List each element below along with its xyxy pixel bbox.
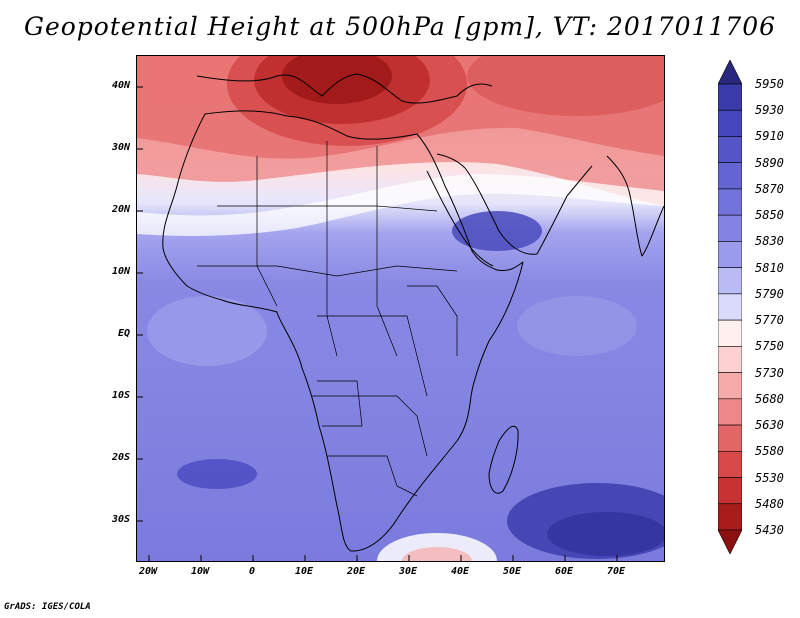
colorbar-level-label: 5770 [755,313,784,328]
colorbar-level-label: 5810 [755,260,784,275]
colorbar-block [718,162,742,190]
field-high-south-atlantic [177,459,257,489]
colorbar-block [718,188,742,216]
border-vertical-east [376,146,398,357]
border-vertical-west [256,156,278,307]
field-lobe-arabian-sea [517,296,637,356]
colorbar-block [718,109,742,137]
border-sahara-north [217,205,438,212]
lon-label-30e: 30E [398,566,418,577]
lon-label-50e: 50E [502,566,522,577]
lat-label-20n: 20N [111,204,130,215]
border-angola [317,380,363,427]
india-coastline [606,155,664,257]
field-trough-southern-ocean-core [402,547,472,561]
lon-label-10w: 10W [190,566,210,577]
lon-label-40e: 40E [450,566,470,577]
border-south-africa [327,455,418,497]
colorbar-block [718,214,742,242]
colorbar-level-label: 5910 [755,129,784,144]
lat-label-10n: 10N [111,266,130,277]
geopotential-map-svg [137,56,664,561]
red-sea-coastline [426,170,494,267]
colorbar-block [718,477,742,505]
colorbar-level-label: 5930 [755,103,784,118]
map-title: Geopotential Height at 500hPa [gpm], VT:… [23,12,777,41]
arabia-coastline [436,153,593,255]
colorbar [718,60,742,554]
field-trough-asia [467,56,664,116]
colorbar-block [718,241,742,268]
colorbar-level-label: 5430 [755,523,784,537]
lat-label-40n: 40N [111,80,130,91]
colorbar-level-label: 5630 [755,418,784,433]
field-trough-center [282,56,392,104]
colorbar-level-label: 5850 [755,208,784,223]
lon-label-0: 0 [248,566,256,577]
europe-coastline [196,73,493,104]
field-high-indian-ocean-core [547,512,664,556]
colorbar-level-label: 5750 [755,339,784,354]
lat-label-eq: EQ [117,328,130,339]
field-lobe-gulf-guinea [147,296,267,366]
colorbar-block [718,424,742,452]
lat-label-30s: 30S [111,514,130,525]
border-sahel [197,265,458,277]
colorbar-block [718,319,742,347]
colorbar-top-arrow [718,60,742,85]
lon-label-60e: 60E [554,566,574,577]
map-canvas [136,55,665,562]
field-contour-5770 [137,174,664,236]
colorbar-level-label: 5730 [755,365,784,380]
lat-label-10s: 10S [111,390,130,401]
africa-coastline [162,110,524,552]
field-high-arabia [452,211,542,251]
lat-label-30n: 30N [111,142,130,153]
colorbar-level-label: 5830 [755,234,784,249]
colorbar-level-label: 5480 [755,496,784,511]
colorbar-level-label: 5530 [755,470,784,485]
border-central [317,315,428,397]
colorbar-block [718,398,742,426]
colorbar-level-label: 5950 [755,77,784,91]
colorbar-level-label: 5680 [755,391,784,406]
colorbar-block [718,136,742,164]
lat-label-20s: 20S [111,452,130,463]
colorbar-block [718,346,742,373]
colorbar-block [718,267,742,295]
border-east [407,285,458,356]
colorbar-level-label: 5890 [755,155,784,170]
colorbar-blocks [718,83,742,531]
colorbar-block [718,503,742,531]
colorbar-level-label: 5790 [755,286,784,301]
lon-label-10e: 10E [294,566,314,577]
colorbar-block [718,83,742,111]
colorbar-block [718,293,742,321]
lon-label-70e: 70E [606,566,626,577]
colorbar-block [718,372,742,400]
border-southern [312,395,428,457]
colorbar-bottom-arrow [718,529,742,554]
madagascar-coastline [488,425,519,494]
colorbar-level-label: 5580 [755,444,784,459]
colorbar-block [718,450,742,478]
lon-label-20e: 20E [346,566,366,577]
map-frame-ticks [137,86,618,561]
lon-label-20w: 20W [138,566,158,577]
grads-credit: GrADS: IGES/COLA [4,602,91,612]
colorbar-level-label: 5870 [755,181,784,196]
